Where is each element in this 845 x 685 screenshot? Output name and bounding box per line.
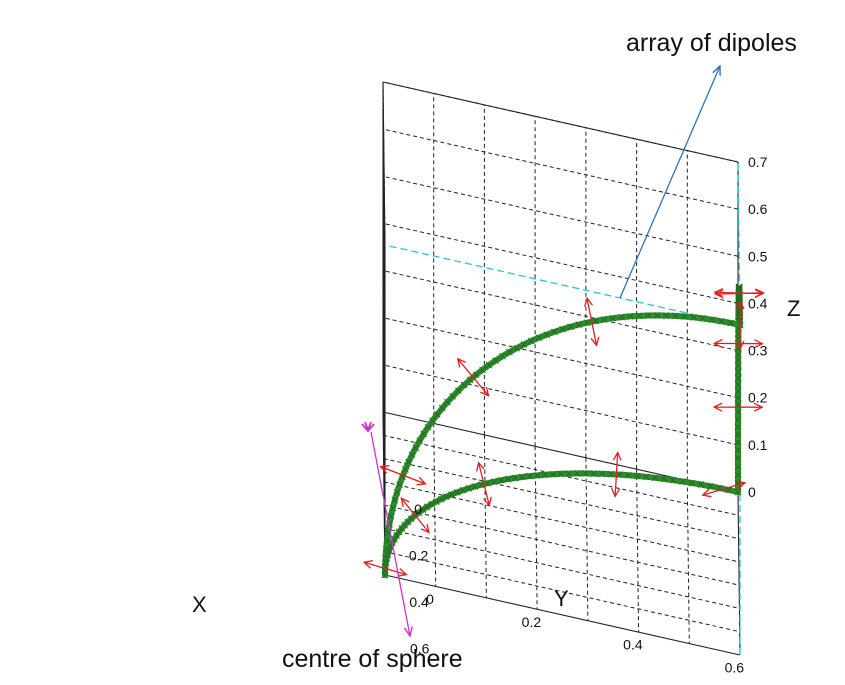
- y-axis-label: Y: [554, 586, 569, 611]
- tick-label: 0.6: [748, 201, 768, 217]
- centre-marker: [362, 422, 374, 431]
- tick-label: 0.2: [748, 390, 768, 406]
- grid-line: [383, 271, 738, 351]
- tick-label: 0.2: [409, 548, 429, 564]
- grid-line: [535, 446, 537, 609]
- annotation-centre-of-sphere: centre of sphere: [282, 645, 463, 673]
- tick-labels: 00.20.40.600.20.40.600.10.20.30.40.50.60…: [409, 154, 768, 676]
- grid-line: [484, 435, 486, 598]
- guide-line: [385, 245, 740, 325]
- grid-line: [384, 505, 739, 585]
- tick-label: 0.2: [522, 614, 542, 630]
- tick-label: 0.7: [748, 154, 768, 170]
- tick-label: 0: [748, 484, 756, 500]
- grid-line: [687, 481, 689, 644]
- grid-line: [384, 482, 739, 562]
- grid-line: [637, 469, 639, 632]
- tick-label: 0: [414, 501, 422, 517]
- grid-line: [383, 365, 738, 445]
- x-axis-label: X: [192, 592, 207, 617]
- annotation-arrow-centre: [371, 432, 410, 636]
- tick-label: 0.1: [748, 437, 768, 453]
- grid-line: [383, 129, 738, 209]
- box-edge: [383, 82, 738, 162]
- dipole-array: [382, 284, 743, 578]
- z-axis-label: Z: [787, 296, 800, 321]
- tick-label: 0: [426, 591, 434, 607]
- grid-line: [586, 458, 588, 621]
- grid-line: [383, 176, 738, 256]
- tick-label: 0.6: [725, 660, 745, 676]
- annotation-array-of-dipoles: array of dipoles: [626, 29, 797, 57]
- dipole-arc: [385, 473, 738, 575]
- grid-line: [383, 223, 738, 303]
- tick-label: 0.4: [748, 295, 768, 311]
- dipole-arc: [385, 315, 740, 575]
- annotation-arrow-dipoles: [620, 66, 720, 298]
- axes-box: [383, 82, 740, 655]
- tick-label: 0.4: [623, 637, 643, 653]
- tick-label: 0.3: [748, 343, 768, 359]
- grid-lines: [383, 82, 740, 644]
- tick-label: 0.5: [748, 248, 768, 264]
